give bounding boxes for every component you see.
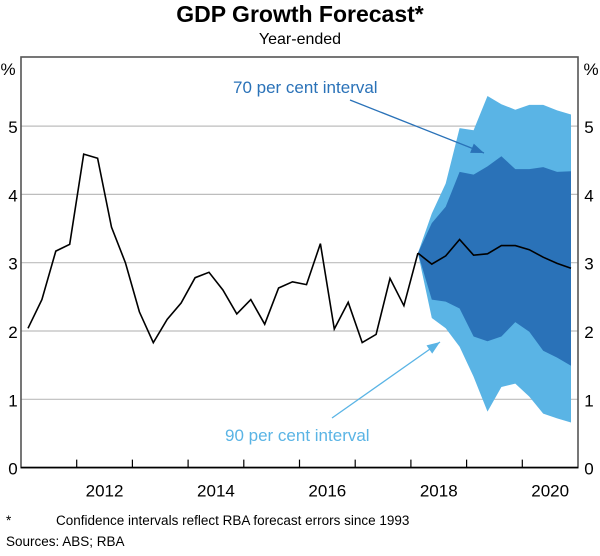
y-tick-label-left: 5 bbox=[8, 118, 17, 137]
x-tick-label: 2012 bbox=[86, 482, 124, 501]
chart-title: GDP Growth Forecast* bbox=[176, 1, 424, 27]
line-forecast bbox=[417, 238, 572, 269]
y-tick-label-right: 0 bbox=[584, 460, 593, 479]
arrow-90-per-cent bbox=[331, 341, 441, 419]
y-tick-label-left: 3 bbox=[8, 255, 17, 274]
data-lines bbox=[27, 153, 572, 345]
sources-note: Sources: ABS; RBA bbox=[6, 534, 125, 549]
footnote-text: Confidence intervals reflect RBA forecas… bbox=[56, 513, 410, 528]
y-unit-label-right: % bbox=[583, 60, 598, 79]
x-tick-label: 2014 bbox=[197, 482, 235, 501]
line-historical bbox=[27, 153, 419, 345]
x-tick-label: 2018 bbox=[420, 482, 458, 501]
footnote-marker: * bbox=[6, 513, 12, 528]
arrow-70-per-cent-shaft bbox=[349, 99, 485, 154]
y-tick-label-left: 0 bbox=[8, 460, 17, 479]
arrow-70-per-cent-head bbox=[470, 143, 484, 153]
y-unit-label-left: % bbox=[0, 60, 15, 79]
y-tick-label-right: 3 bbox=[584, 255, 593, 274]
arrow-70-per-cent bbox=[349, 99, 485, 154]
x-tick-label: 2020 bbox=[531, 482, 569, 501]
arrow-90-per-cent-shaft bbox=[331, 341, 441, 419]
confidence-bands bbox=[417, 96, 571, 423]
y-tick-label-right: 2 bbox=[584, 323, 593, 342]
axes: 2012 2014 2016 2018 2020 0 0 1 1 2 2 3 3 4 4 5 5%% bbox=[0, 60, 598, 501]
annotations: 70 per cent interval 90 per cent interva… bbox=[225, 78, 485, 445]
y-tick-label-right: 1 bbox=[584, 391, 593, 410]
chart-subtitle: Year-ended bbox=[258, 31, 342, 48]
y-tick-label-right: 4 bbox=[584, 186, 593, 205]
y-tick-label-left: 4 bbox=[8, 186, 17, 205]
arrow-90-per-cent-head bbox=[426, 342, 440, 354]
y-tick-label-left: 1 bbox=[8, 391, 17, 410]
x-tick-label: 2016 bbox=[308, 482, 346, 501]
annotation-70-label: 70 per cent interval bbox=[233, 78, 378, 97]
y-tick-label-left: 2 bbox=[8, 323, 17, 342]
band-70-per-cent bbox=[417, 156, 571, 366]
annotation-90-label: 90 per cent interval bbox=[225, 426, 370, 445]
y-tick-label-right: 5 bbox=[584, 118, 593, 137]
